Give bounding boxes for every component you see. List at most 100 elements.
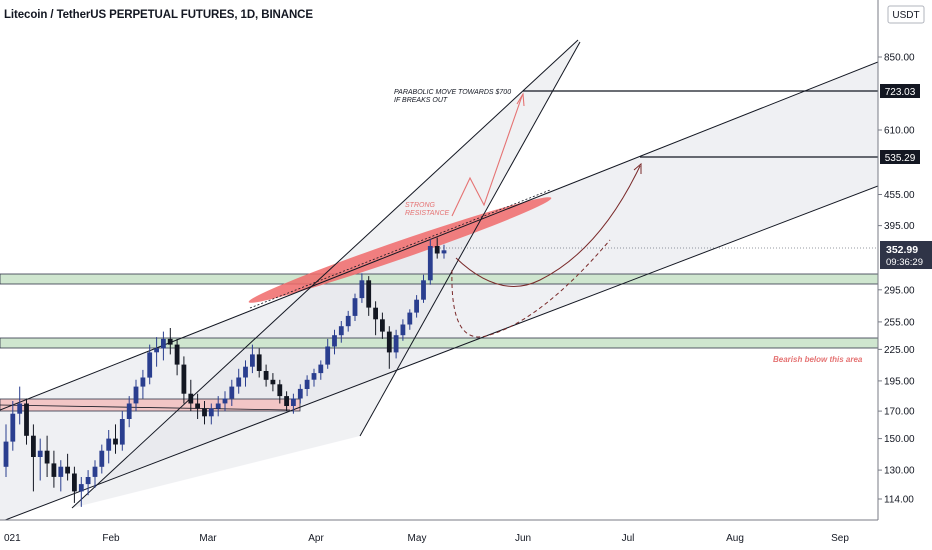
candle-body-up (222, 398, 228, 404)
time-label: Sep (831, 533, 849, 544)
candle-body-up (427, 246, 433, 281)
candle-body-down (51, 463, 57, 477)
candle-body-up (441, 250, 447, 254)
resistance-annotation-line2: RESISTANCE (405, 210, 450, 217)
support-trendline (0, 404, 291, 411)
time-label: Aug (726, 533, 744, 544)
price-tick-label: 170.00 (884, 407, 915, 418)
candle-body-down (284, 396, 289, 406)
bearish-annotation: Bearish below this area (773, 355, 863, 364)
candle-body-up (359, 280, 365, 299)
candle-body-up (311, 373, 317, 380)
candle-body-up (126, 403, 132, 419)
countdown-label: 09:36:29 (886, 257, 923, 268)
candle-body-up (119, 419, 125, 445)
marker-723-label: 723.03 (885, 87, 916, 98)
corner-cell (878, 520, 932, 550)
candle-body-up (147, 352, 153, 378)
candle-body-up (318, 364, 324, 374)
candle-body-up (400, 324, 406, 336)
time-axis-labels: 021 Feb Mar Apr May Jun Jul Aug Sep (4, 533, 849, 544)
price-tick-label: 610.00 (884, 126, 915, 137)
time-label: May (408, 533, 427, 544)
candle-body-down (366, 280, 372, 308)
price-tick-labels: 850.00 610.00 455.00 395.00 295.00 255.00 225.… (878, 53, 915, 506)
resistance-annotation-line1: STRONG (405, 202, 436, 209)
candle-body-down (188, 393, 194, 404)
dashed-curve-projection (451, 239, 611, 338)
current-price-bg (880, 241, 932, 269)
candle-body-down (24, 403, 29, 436)
candle-body-up (140, 377, 146, 387)
support-zone-upper (0, 273, 878, 285)
candle-body-up (99, 450, 105, 467)
candle-body-up (17, 403, 23, 414)
candle-body-up (3, 441, 9, 467)
candle-body-up (58, 466, 64, 477)
candle-body-down (270, 379, 276, 385)
candle-body-up (297, 388, 303, 399)
time-label: 021 (4, 533, 21, 544)
wedge-line-right (359, 41, 581, 437)
price-tick-label: 195.00 (884, 376, 915, 387)
dark-red-curve-projection (455, 165, 641, 287)
price-tick-label: 455.00 (884, 190, 915, 201)
candle-body-up (414, 299, 419, 313)
currency-label: USDT (892, 10, 919, 21)
current-price-label: 352.99 (886, 244, 918, 256)
marker-535-label: 535.29 (885, 153, 916, 164)
candle-body-down (72, 473, 77, 492)
channel-upper-line (0, 61, 878, 411)
candle-body-down (386, 331, 392, 353)
price-tick-label: 150.00 (884, 434, 915, 445)
parabolic-annotation-line2: IF BREAKS OUT (394, 97, 448, 104)
candle-body-up (393, 335, 399, 353)
candle-body-down (113, 438, 118, 445)
time-label: Jun (515, 533, 531, 544)
candle-body-down (256, 354, 262, 371)
time-label: Apr (308, 533, 324, 544)
currency-button[interactable] (887, 5, 925, 24)
candle-body-down (263, 371, 269, 380)
candle-body-up (37, 450, 43, 457)
candle-body-down (434, 246, 440, 254)
candle-body-down (195, 403, 200, 409)
candle-body-up (229, 386, 235, 399)
price-tick-label: 295.00 (884, 285, 915, 296)
candle-body-up (154, 348, 159, 353)
red-arrowhead (516, 92, 525, 107)
price-tick-label: 395.00 (884, 221, 915, 232)
candle-body-up (345, 315, 351, 327)
candle-body-up (85, 477, 91, 485)
candle-body-up (92, 466, 98, 477)
channel-lower-line (3, 185, 878, 520)
candle-body-down (277, 384, 283, 397)
candle-body-up (407, 312, 413, 325)
candle-body-down (65, 466, 70, 474)
price-tick-label: 130.00 (884, 466, 915, 477)
candle-body-down (31, 435, 36, 457)
candle-body-up (250, 354, 255, 367)
price-tick-label: 850.00 (884, 53, 915, 64)
time-label: Feb (102, 533, 120, 544)
candle-body-up (208, 408, 214, 417)
candle-body-up (10, 413, 16, 442)
wedge-line-left (71, 39, 579, 509)
red-projection-arrow (451, 95, 523, 217)
resistance-dotted-line (249, 189, 551, 309)
candle-body-up (352, 298, 358, 316)
candle-body-down (174, 344, 180, 365)
support-zone-lower (0, 337, 878, 349)
marker-535-bg (880, 150, 920, 164)
candle-body-up (78, 484, 84, 492)
candle-body-up (106, 438, 112, 451)
chart-title: Litecoin / TetherUS PERPETUAL FUTURES, 1… (4, 9, 313, 21)
candle-body-down (373, 307, 378, 320)
dark-red-curve-arrowhead (633, 162, 642, 174)
price-tick-label: 225.00 (884, 345, 915, 356)
candle-body-up (236, 377, 242, 387)
candle-body-down (202, 408, 207, 417)
candle-body-up (304, 379, 310, 389)
strong-resistance-band (248, 197, 552, 303)
